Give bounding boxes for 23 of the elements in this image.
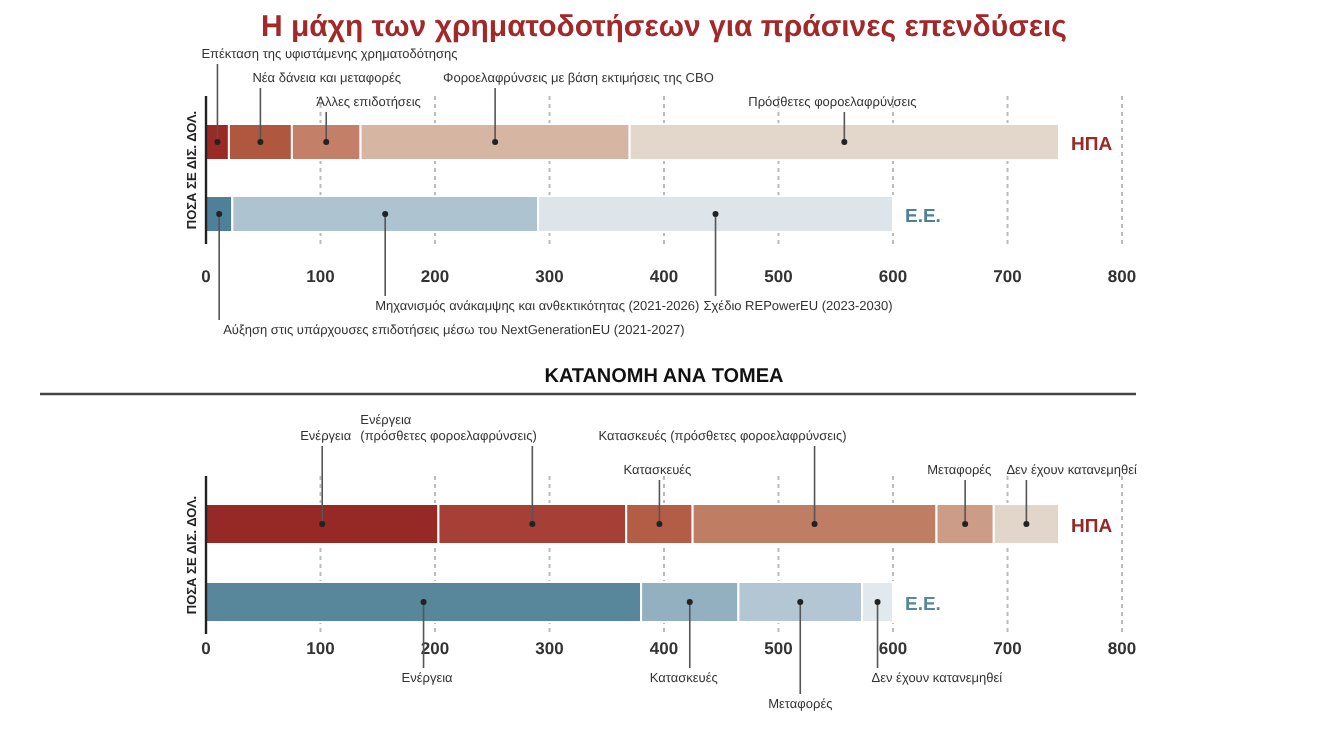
y-tick-label: Ε.Ε. — [905, 206, 941, 228]
y-tick-label: ΗΠΑ — [1071, 134, 1113, 156]
x-tick-label: 100 — [306, 266, 336, 286]
x-tick-label: 500 — [764, 266, 794, 286]
x-tick-label: 600 — [878, 266, 908, 286]
x-tick-label: 500 — [764, 638, 794, 658]
x-tick-label: 400 — [649, 638, 679, 658]
x-tick-label: 700 — [993, 638, 1023, 658]
x-tick-label: 800 — [1107, 638, 1137, 658]
x-tick-label: 200 — [420, 266, 450, 286]
y-tick-label: ΗΠΑ — [1071, 516, 1113, 538]
x-tick-label: 0 — [201, 638, 212, 658]
x-tick-label: 400 — [649, 266, 679, 286]
x-tick-label: 600 — [878, 638, 908, 658]
x-tick-label: 300 — [535, 638, 565, 658]
x-tick-label: 800 — [1107, 266, 1137, 286]
chart-title: ΚΑΤΑΝΟΜΗ ΑΝΑ ΤΟΜΕΑ — [544, 366, 784, 388]
x-tick-label: 700 — [993, 266, 1023, 286]
x-tick-label: 0 — [201, 266, 212, 286]
y-tick-label: Ε.Ε. — [905, 594, 941, 616]
x-tick-label: 100 — [306, 638, 336, 658]
chart-title: Η μάχη των χρηματοδοτήσεων για πράσινες επενδύσεις — [261, 10, 1068, 44]
x-tick-label: 300 — [535, 266, 565, 286]
